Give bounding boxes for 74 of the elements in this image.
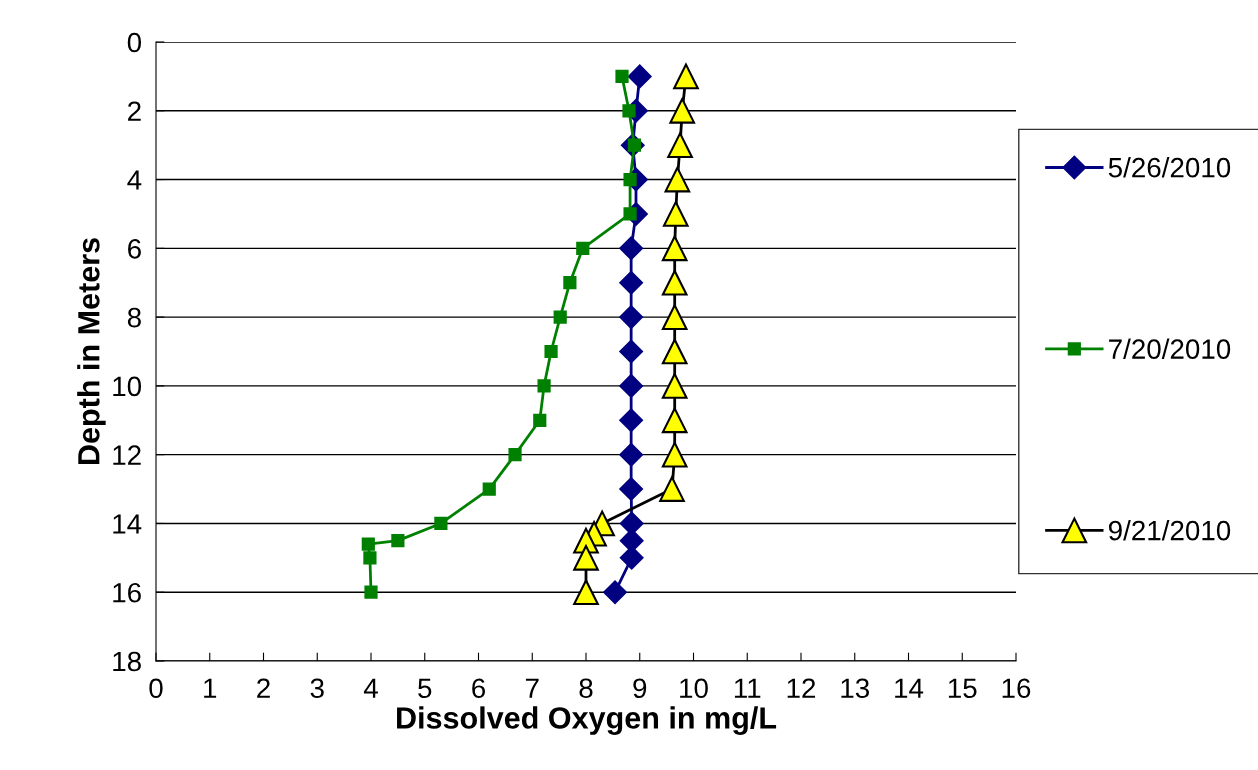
legend-label: 7/20/2010 bbox=[1109, 338, 1231, 359]
point bbox=[619, 442, 643, 467]
point bbox=[619, 236, 643, 261]
point bbox=[361, 537, 375, 551]
point bbox=[623, 207, 637, 221]
y-tick-label: 8 bbox=[127, 307, 141, 328]
x-tick-label: 13 bbox=[841, 678, 869, 699]
x-tick-label: 16 bbox=[1002, 678, 1031, 699]
point bbox=[619, 305, 643, 329]
point bbox=[537, 379, 551, 393]
point bbox=[664, 166, 691, 193]
point bbox=[615, 69, 629, 83]
point bbox=[673, 63, 699, 90]
point bbox=[364, 585, 378, 599]
point bbox=[667, 132, 693, 159]
y-tick-label: 6 bbox=[128, 239, 141, 259]
y-tick-label: 0 bbox=[127, 32, 142, 53]
x-tick-label: 6 bbox=[472, 678, 485, 699]
point bbox=[661, 269, 688, 296]
x-axis-title: Dissolved Oxygen in mg/L bbox=[397, 706, 777, 735]
x-tick-label: 4 bbox=[363, 678, 378, 698]
x-tick-label: 11 bbox=[734, 678, 761, 698]
x-tick-label: 10 bbox=[680, 678, 708, 699]
point bbox=[573, 544, 599, 571]
point bbox=[619, 408, 643, 433]
point bbox=[661, 441, 688, 468]
point bbox=[508, 448, 522, 462]
point bbox=[544, 344, 558, 359]
point bbox=[619, 477, 643, 501]
point bbox=[576, 241, 590, 255]
y-tick-label: 14 bbox=[113, 514, 142, 534]
y-tick-label: 12 bbox=[113, 445, 141, 465]
x-tick-label: 15 bbox=[948, 678, 977, 699]
point bbox=[603, 580, 627, 605]
point bbox=[662, 201, 689, 227]
point bbox=[533, 413, 547, 427]
legend-label: 5/26/2010 bbox=[1108, 157, 1231, 178]
point bbox=[661, 304, 688, 330]
x-tick-label: 12 bbox=[787, 678, 816, 698]
point bbox=[482, 482, 496, 496]
point bbox=[622, 104, 636, 118]
x-tick-label: 14 bbox=[895, 678, 924, 698]
x-tick-label: 9 bbox=[633, 678, 647, 699]
x-tick-label: 3 bbox=[310, 678, 324, 699]
x-tick-label: 7 bbox=[525, 678, 539, 698]
x-tick-label: 0 bbox=[149, 678, 163, 699]
x-tick-label: 8 bbox=[579, 678, 593, 699]
y-tick-label: 10 bbox=[113, 376, 142, 397]
point bbox=[573, 579, 599, 606]
point bbox=[661, 373, 688, 399]
point bbox=[661, 338, 688, 365]
legend-label: 9/21/2010 bbox=[1108, 520, 1231, 541]
point bbox=[627, 64, 652, 89]
point bbox=[553, 310, 567, 324]
y-tick-label: 16 bbox=[113, 582, 141, 603]
point bbox=[619, 339, 643, 364]
y-axis-title: Depth in Meters bbox=[77, 238, 106, 465]
x-tick-label: 5 bbox=[418, 678, 432, 699]
y-tick-label: 18 bbox=[113, 651, 141, 672]
y-tick-label: 2 bbox=[128, 101, 141, 121]
y-tick-label: 4 bbox=[127, 170, 142, 190]
point bbox=[563, 276, 577, 290]
point bbox=[619, 270, 643, 295]
point bbox=[659, 476, 685, 502]
point bbox=[434, 516, 448, 531]
x-tick-label: 2 bbox=[257, 678, 270, 698]
point bbox=[661, 235, 688, 262]
point bbox=[623, 172, 637, 187]
point bbox=[669, 97, 696, 124]
point bbox=[391, 534, 405, 548]
point bbox=[661, 407, 688, 434]
x-tick-label: 1 bbox=[204, 678, 217, 698]
point bbox=[363, 551, 377, 565]
point bbox=[619, 374, 643, 398]
